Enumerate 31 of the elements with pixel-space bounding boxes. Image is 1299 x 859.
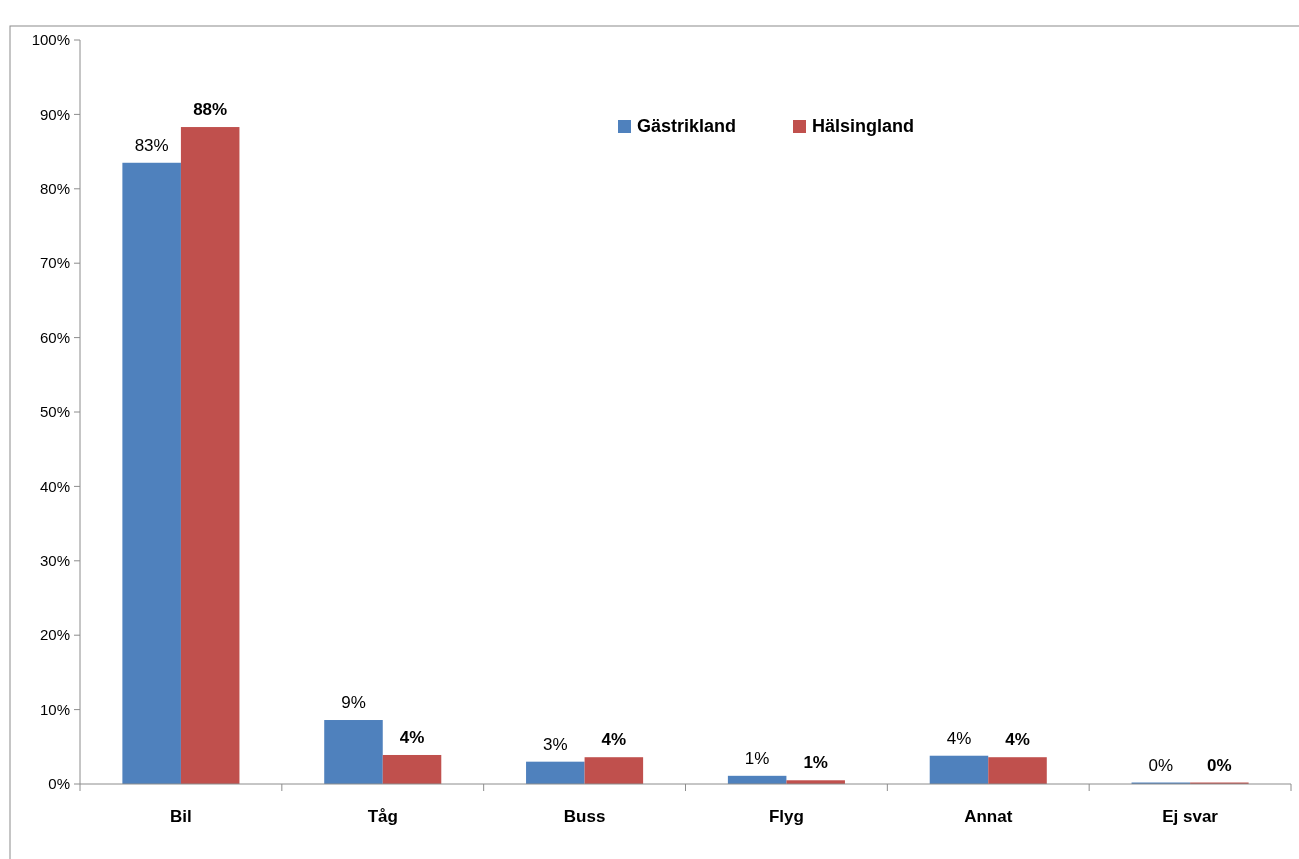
data-label: 4% [601,730,627,750]
data-label: 83% [134,135,169,155]
y-tick-label: 30% [39,552,70,570]
y-tick-label: 90% [39,105,70,123]
y-tick-label: 60% [39,328,70,346]
data-label: 0% [1207,755,1232,775]
x-tick-label: Tåg [367,807,398,826]
legend-label: Gästrikland [637,116,737,137]
y-tick-label: 10% [39,700,70,718]
data-label: 88% [193,100,228,120]
legend-label: Hälsingland [812,116,915,137]
data-label: 1% [744,748,770,768]
x-tick-label: Bil [170,807,192,826]
data-label: 4% [946,728,972,748]
data-label: 1% [803,753,828,773]
y-tick-label: 50% [39,403,70,421]
x-tick-label: Ej svar [1162,807,1219,826]
data-label: 0% [1148,755,1174,775]
x-tick-label: Buss [563,807,606,826]
y-tick-label: 100% [31,31,70,49]
data-label: 4% [1005,730,1030,750]
data-label: 3% [543,734,568,754]
y-tick-label: 20% [39,626,70,644]
y-tick-label: 80% [39,180,70,198]
data-label: 9% [341,693,366,713]
x-tick-label: Annat [964,807,1013,826]
y-tick-label: 70% [39,254,70,272]
y-tick-label: 0% [48,775,70,793]
y-tick-label: 40% [39,477,70,495]
data-label: 4% [399,727,425,747]
x-tick-label: Flyg [768,807,804,826]
